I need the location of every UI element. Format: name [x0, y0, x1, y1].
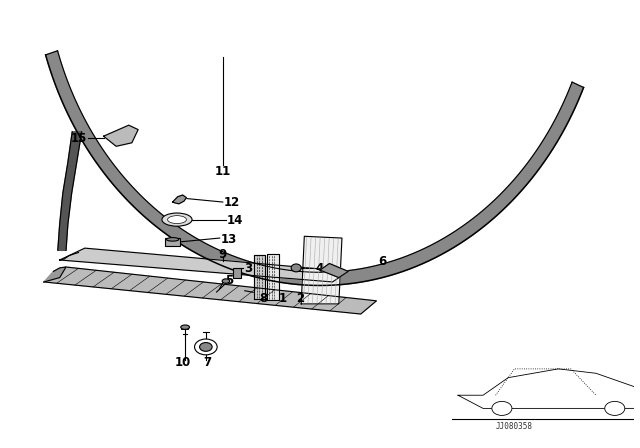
Text: 1: 1 — [278, 292, 287, 305]
Text: 7: 7 — [203, 356, 211, 369]
Ellipse shape — [166, 237, 179, 241]
Polygon shape — [254, 255, 265, 299]
Text: 15: 15 — [70, 132, 86, 145]
Text: 14: 14 — [227, 214, 243, 227]
Ellipse shape — [162, 213, 192, 226]
Polygon shape — [301, 236, 342, 304]
Circle shape — [605, 401, 625, 415]
Text: 10: 10 — [175, 356, 191, 369]
Polygon shape — [173, 195, 186, 204]
Text: 6: 6 — [379, 255, 387, 268]
Text: 13: 13 — [221, 233, 237, 246]
Polygon shape — [60, 248, 348, 282]
Text: 3: 3 — [244, 262, 252, 275]
Bar — [234, 268, 241, 278]
Ellipse shape — [168, 215, 186, 224]
Ellipse shape — [222, 279, 230, 283]
Ellipse shape — [180, 325, 189, 329]
Text: 12: 12 — [224, 196, 240, 209]
Text: 4: 4 — [316, 262, 324, 275]
Text: 11: 11 — [214, 165, 231, 178]
Polygon shape — [320, 263, 348, 278]
Polygon shape — [267, 254, 279, 300]
Polygon shape — [44, 267, 66, 282]
Polygon shape — [104, 125, 138, 146]
Text: 2: 2 — [296, 292, 304, 305]
Circle shape — [200, 343, 212, 351]
Circle shape — [492, 401, 512, 415]
Polygon shape — [44, 267, 376, 314]
Text: 8: 8 — [259, 292, 268, 305]
Polygon shape — [58, 132, 82, 250]
Circle shape — [195, 339, 217, 355]
Text: 9: 9 — [219, 248, 227, 261]
Polygon shape — [45, 51, 584, 285]
Text: JJ080358: JJ080358 — [496, 422, 533, 431]
Text: 5: 5 — [225, 274, 233, 287]
FancyBboxPatch shape — [165, 238, 180, 246]
Ellipse shape — [291, 264, 301, 272]
